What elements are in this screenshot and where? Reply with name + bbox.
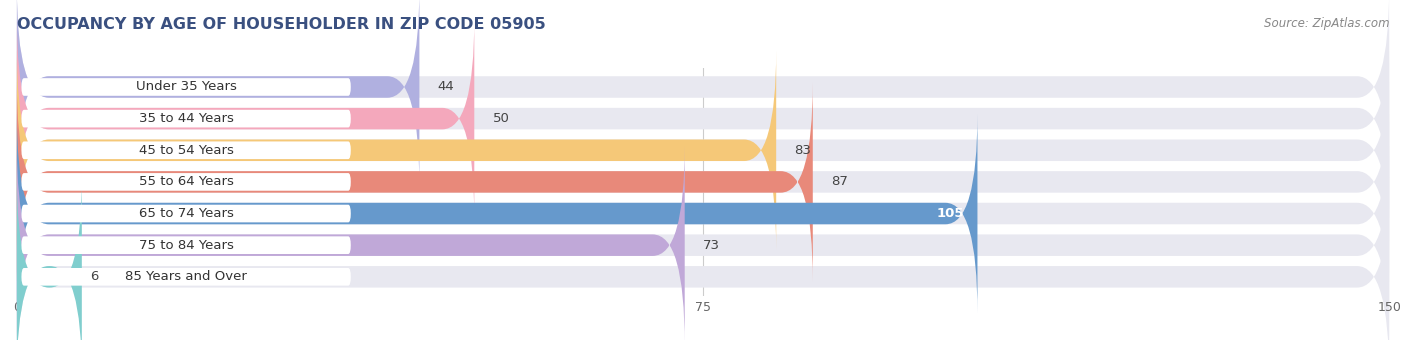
Text: 55 to 64 Years: 55 to 64 Years bbox=[139, 175, 233, 188]
Text: 65 to 74 Years: 65 to 74 Years bbox=[139, 207, 233, 220]
Text: 83: 83 bbox=[794, 144, 811, 157]
FancyBboxPatch shape bbox=[17, 19, 1389, 219]
Text: 50: 50 bbox=[492, 112, 509, 125]
Text: 44: 44 bbox=[437, 81, 454, 94]
FancyBboxPatch shape bbox=[17, 0, 1389, 187]
FancyBboxPatch shape bbox=[21, 173, 350, 191]
Text: 105: 105 bbox=[936, 207, 963, 220]
FancyBboxPatch shape bbox=[17, 50, 1389, 250]
Text: 85 Years and Over: 85 Years and Over bbox=[125, 270, 247, 283]
FancyBboxPatch shape bbox=[17, 145, 685, 340]
FancyBboxPatch shape bbox=[17, 177, 1389, 340]
Text: 6: 6 bbox=[90, 270, 98, 283]
Text: OCCUPANCY BY AGE OF HOUSEHOLDER IN ZIP CODE 05905: OCCUPANCY BY AGE OF HOUSEHOLDER IN ZIP C… bbox=[17, 17, 546, 32]
FancyBboxPatch shape bbox=[17, 114, 977, 313]
FancyBboxPatch shape bbox=[21, 236, 350, 254]
Text: Under 35 Years: Under 35 Years bbox=[136, 81, 236, 94]
FancyBboxPatch shape bbox=[17, 19, 474, 219]
FancyBboxPatch shape bbox=[17, 145, 1389, 340]
FancyBboxPatch shape bbox=[17, 82, 1389, 282]
Text: 87: 87 bbox=[831, 175, 848, 188]
FancyBboxPatch shape bbox=[17, 114, 1389, 313]
Text: 73: 73 bbox=[703, 239, 720, 252]
FancyBboxPatch shape bbox=[17, 50, 776, 250]
FancyBboxPatch shape bbox=[17, 82, 813, 282]
FancyBboxPatch shape bbox=[17, 0, 419, 187]
FancyBboxPatch shape bbox=[21, 141, 350, 159]
Text: 45 to 54 Years: 45 to 54 Years bbox=[139, 144, 233, 157]
FancyBboxPatch shape bbox=[17, 177, 82, 340]
FancyBboxPatch shape bbox=[21, 110, 350, 128]
Text: Source: ZipAtlas.com: Source: ZipAtlas.com bbox=[1264, 17, 1389, 30]
FancyBboxPatch shape bbox=[21, 78, 350, 96]
FancyBboxPatch shape bbox=[21, 205, 350, 222]
Text: 35 to 44 Years: 35 to 44 Years bbox=[139, 112, 233, 125]
Text: 75 to 84 Years: 75 to 84 Years bbox=[139, 239, 233, 252]
FancyBboxPatch shape bbox=[21, 268, 350, 286]
